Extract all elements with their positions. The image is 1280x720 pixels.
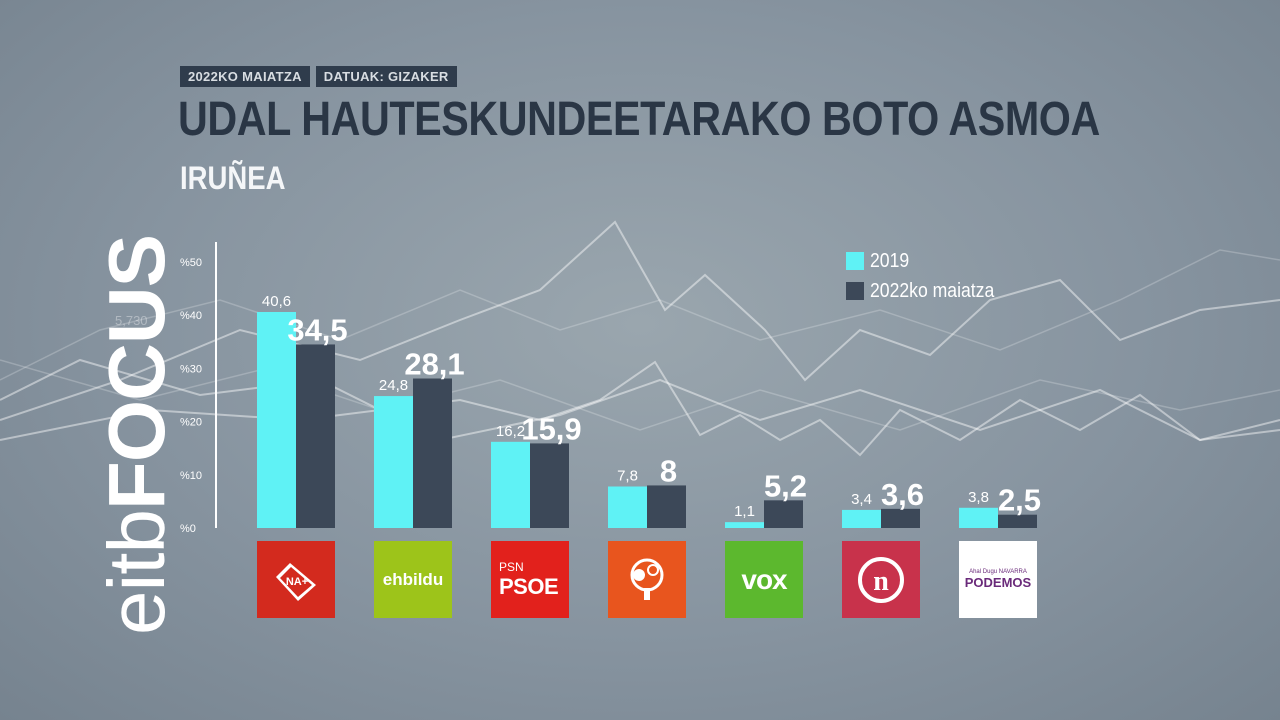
y-tick-label: %40 [180, 310, 202, 322]
tag-row: 2022KO MAIATZA DATUAK: GIZAKER [180, 66, 457, 87]
bar-2019 [257, 312, 296, 528]
logo-geroa-bai [608, 541, 686, 618]
y-tick-label: %30 [180, 363, 202, 375]
data-label-2022: 5,2 [764, 468, 807, 503]
data-label-2022: 3,6 [881, 477, 924, 512]
na-plus-icon: NA+ [276, 562, 316, 601]
data-label-2019: 24,8 [379, 377, 408, 394]
bar-2022 [881, 508, 920, 528]
watermark-number: 5,730 [115, 313, 148, 328]
source-tag: DATUAK: GIZAKER [315, 66, 457, 87]
data-label-2022: 2,5 [998, 483, 1041, 518]
data-label-2019: 1,1 [734, 503, 755, 520]
bar-2022 [413, 378, 452, 528]
logo-n-text: n [873, 566, 889, 597]
data-label-2022: 15,9 [521, 411, 581, 446]
logo-psn-psoe: PSN PSOE [491, 541, 569, 618]
logo-na-plus-text: NA+ [286, 576, 308, 588]
data-label-2019: 40,6 [262, 293, 291, 310]
bar-2022 [998, 514, 1037, 528]
chart-subtitle: IRUÑEA [180, 160, 286, 196]
logo-podemos-top-text: Ahal Dugu NAVARRA [969, 569, 1027, 575]
logo-na-plus: NA+ [257, 541, 335, 618]
logo-n-party: n [842, 541, 920, 618]
data-label-2019: 3,8 [968, 489, 989, 506]
logo-podemos-text: PODEMOS [964, 575, 1032, 590]
logo-ehbildu-text: ehbildu [382, 569, 444, 589]
y-tick-label: %50 [180, 257, 202, 269]
legend-item-2022: 2022ko maiatza [846, 276, 1011, 306]
bar-2022 [764, 500, 803, 528]
date-tag: 2022KO MAIATZA [180, 66, 310, 87]
y-tick-label: %0 [180, 523, 196, 535]
chart-title: UDAL HAUTESKUNDEETARAKO BOTO ASMOA [178, 93, 1100, 146]
bar-2019 [725, 522, 764, 528]
bar-2022 [647, 485, 686, 528]
data-label-2022: 34,5 [287, 312, 347, 347]
bar-2022 [530, 443, 569, 528]
bar-2019 [842, 509, 881, 528]
logo-vox-text: vox [741, 563, 787, 595]
data-label-2022: 28,1 [404, 347, 464, 382]
logo-podemos: Ahal Dugu NAVARRA PODEMOS [959, 541, 1037, 618]
y-tick-label: %10 [180, 470, 202, 482]
data-label-2019: 3,4 [851, 491, 872, 508]
data-label-2022: 8 [660, 453, 677, 488]
data-label-2019: 7,8 [617, 468, 638, 485]
y-tick-label: %20 [180, 417, 202, 429]
data-label-2019: 16,2 [496, 423, 525, 440]
logo-psoe-text: PSOE [499, 573, 559, 599]
legend: 2019 2022ko maiatza [846, 246, 1011, 306]
legend-swatch-2019 [846, 252, 864, 270]
logo-ehbildu: ehbildu [374, 541, 452, 618]
legend-item-2019: 2019 [846, 246, 1011, 276]
tree-icon [630, 558, 664, 600]
bar-2019 [374, 396, 413, 528]
bar-2019 [608, 486, 647, 528]
logo-psn-text: PSN [499, 559, 524, 574]
legend-swatch-2022 [846, 282, 864, 300]
bar-2019 [959, 507, 998, 528]
logo-vox: vox [725, 541, 803, 618]
bar-2022 [296, 344, 335, 528]
legend-label-2022: 2022ko maiatza [870, 279, 995, 302]
n-circle-icon: n [858, 556, 904, 603]
bar-2019 [491, 441, 530, 528]
legend-label-2019: 2019 [870, 249, 910, 272]
